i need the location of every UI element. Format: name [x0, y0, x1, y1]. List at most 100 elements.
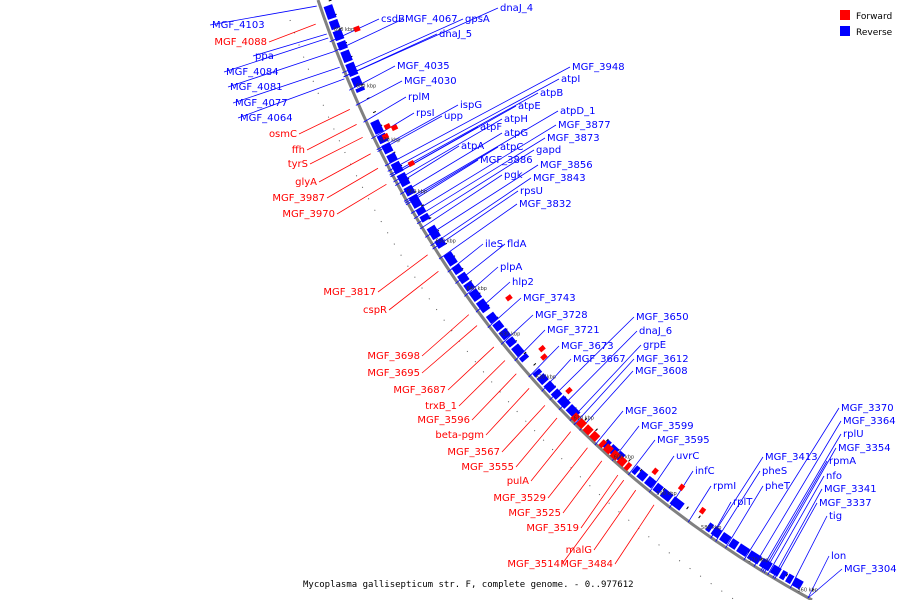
gene-block [565, 386, 573, 395]
gene-label: MGF_3304 [844, 564, 897, 575]
gene-label: rpmI [713, 481, 736, 492]
gene-label: hlp2 [512, 277, 534, 288]
gene-block [651, 467, 659, 476]
gene-label: rpmA [829, 456, 856, 467]
gene-label: MGF_3608 [635, 366, 688, 377]
gene-label: malG [566, 545, 592, 556]
gene-label: MGF_3650 [636, 312, 689, 323]
gene-label: MGF_3354 [838, 443, 891, 454]
gene-block [475, 298, 491, 314]
gene-leader [388, 270, 439, 311]
gene-label: MGF_4067 [405, 14, 458, 25]
gene-leader [530, 431, 572, 482]
gene-block [570, 412, 581, 423]
inner-track [289, 19, 736, 600]
gene-label: glyA [295, 177, 317, 188]
gene-leader [807, 568, 843, 599]
gene-label: atpE [518, 101, 541, 112]
gene-leader [438, 203, 518, 260]
gene-block [710, 526, 723, 539]
gene-label: MGF_3673 [561, 341, 614, 352]
gene-leader [376, 104, 459, 151]
gene-block [728, 538, 740, 550]
gene-label: MGF_4088 [214, 37, 267, 48]
gene-label: rpsU [520, 186, 543, 197]
gene-block [426, 224, 441, 241]
gene-block [355, 85, 366, 93]
gene-leader [514, 329, 546, 362]
kbp-tick-label: 660 kbp [407, 189, 427, 195]
gene-label: MGF_3832 [519, 199, 572, 210]
gene-label: MGF_3743 [523, 293, 576, 304]
gene-block [383, 123, 392, 131]
gene-label: MGF_3877 [558, 120, 611, 131]
gene-label: beta-pgm [435, 430, 484, 441]
gene-block [614, 450, 626, 462]
gene-leader [318, 153, 371, 183]
gene-block [350, 75, 363, 88]
gene-block [758, 557, 773, 572]
gene-block [636, 469, 649, 482]
gene-block [536, 373, 549, 386]
gene-label: atpG [504, 128, 528, 139]
gene-block [589, 430, 601, 442]
gene-label: rpsI [416, 108, 435, 119]
gene-label: MGF_3370 [841, 403, 894, 414]
gene-leader [725, 485, 764, 549]
legend-reverse-label: Reverse [856, 28, 893, 38]
gene-leader [515, 417, 558, 468]
gene-leader [298, 109, 351, 135]
gene-leader [390, 126, 479, 178]
gene-leader [377, 254, 428, 293]
gene-block [353, 25, 361, 33]
gene-block [623, 461, 633, 472]
gene-label: plpA [500, 262, 522, 273]
gene-leader [614, 504, 655, 565]
gene-leader [763, 447, 837, 574]
kbp-tick-label: 640 kbp [467, 286, 487, 292]
gene-label: MGF_3695 [367, 368, 420, 379]
gene-leader [403, 110, 559, 202]
legend-forward-label: Forward [856, 12, 892, 22]
kbp-tick-label: 560 kbp [797, 588, 817, 594]
gene-label: infC [695, 466, 715, 477]
kbp-tick-label: 650 kbp [435, 239, 455, 245]
gene-leader [547, 447, 588, 499]
gene-label: MGF_3596 [417, 415, 470, 426]
gene-leader [789, 515, 828, 589]
gene-label: MGF_4030 [404, 76, 457, 87]
gene-block [616, 455, 628, 467]
gene-block [769, 564, 782, 577]
gene-block [505, 294, 513, 302]
gene-leader [421, 314, 470, 357]
gene-leader [425, 164, 539, 238]
gene-block [511, 343, 525, 358]
gene-label: atpI [561, 74, 580, 85]
gene-label: MGF_3413 [765, 452, 818, 463]
gene-leader [762, 460, 828, 572]
gene-label: atpC [500, 142, 523, 153]
gene-block [598, 439, 608, 449]
gene-block [386, 152, 398, 164]
gene-leader [528, 345, 560, 378]
gene-label: MGF_4081 [230, 82, 283, 93]
gene-label: atpA [461, 141, 484, 152]
gene-block [736, 543, 751, 557]
gene-leader [594, 410, 624, 446]
kbp-tick-label: 600 kbp [614, 454, 634, 460]
gene-block [677, 483, 686, 492]
gene-leader [464, 266, 499, 297]
gene-label: lon [831, 551, 846, 562]
gene-label: MGF_3667 [573, 354, 626, 365]
gene-label: tyrS [288, 159, 308, 170]
gene-leader [306, 124, 357, 151]
gene-leader [399, 132, 503, 195]
gene-block [505, 336, 517, 348]
gene-label: pheS [762, 466, 787, 477]
gene-block [746, 550, 763, 565]
gene-label: MGF_4035 [397, 61, 450, 72]
genome-caption: Mycoplasma gallisepticum str. F, complet… [303, 580, 634, 590]
gene-leader [223, 37, 329, 73]
gene-leader [549, 316, 635, 401]
gene-block [340, 49, 353, 64]
